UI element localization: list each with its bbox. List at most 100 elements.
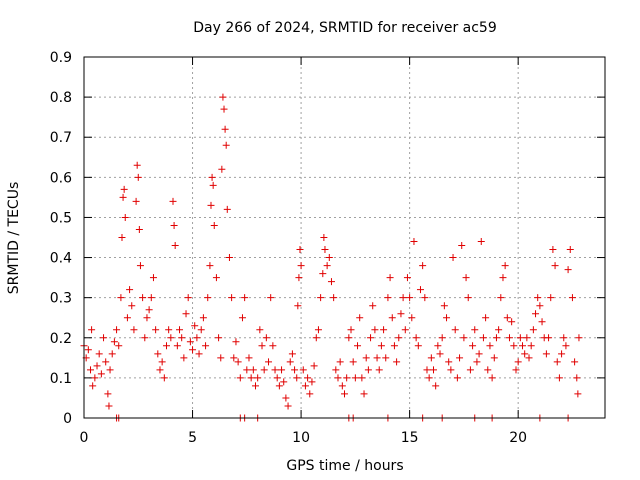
data-point xyxy=(479,334,487,342)
data-point xyxy=(312,334,320,342)
data-point xyxy=(243,366,251,374)
data-point xyxy=(228,294,236,302)
data-point xyxy=(234,358,242,366)
data-point xyxy=(296,246,304,254)
data-point xyxy=(219,93,227,101)
data-point xyxy=(208,173,216,181)
data-point xyxy=(206,262,214,270)
data-point xyxy=(482,314,490,322)
data-point xyxy=(529,326,537,334)
x-tick-label: 5 xyxy=(188,430,197,446)
data-point xyxy=(191,322,199,330)
data-point xyxy=(288,350,296,358)
data-point xyxy=(456,354,464,362)
data-point xyxy=(319,270,327,278)
data-point xyxy=(254,374,262,382)
data-point xyxy=(332,366,340,374)
data-point xyxy=(162,342,170,350)
data-point xyxy=(336,358,344,366)
data-point xyxy=(401,326,409,334)
data-point xyxy=(284,402,292,410)
data-point xyxy=(295,274,303,282)
data-point xyxy=(204,294,212,302)
data-point xyxy=(492,334,500,342)
data-point xyxy=(251,382,259,390)
data-point xyxy=(375,366,383,374)
data-point xyxy=(110,338,118,346)
data-point xyxy=(458,242,466,250)
data-point xyxy=(299,366,307,374)
data-point xyxy=(221,125,229,133)
data-point xyxy=(538,318,546,326)
data-point xyxy=(136,262,144,270)
data-point xyxy=(282,394,290,402)
data-point xyxy=(293,374,301,382)
data-point xyxy=(225,254,233,262)
data-point xyxy=(186,338,194,346)
data-point xyxy=(373,354,381,362)
data-point xyxy=(88,326,96,334)
data-point xyxy=(223,205,231,213)
data-point xyxy=(397,310,405,318)
data-point xyxy=(382,354,390,362)
y-tick-label: 0.5 xyxy=(50,210,72,226)
data-point xyxy=(267,294,275,302)
data-point xyxy=(475,350,483,358)
data-point xyxy=(447,366,455,374)
data-point xyxy=(575,334,583,342)
data-point xyxy=(436,350,444,358)
data-point xyxy=(564,266,572,274)
y-tick-labels: 0 0.1 0.2 0.3 0.4 0.5 0.6 0.7 0.8 0.9 xyxy=(50,50,72,427)
data-point xyxy=(230,354,238,362)
y-tick-label: 0.4 xyxy=(50,251,72,267)
plot-frame xyxy=(83,56,606,419)
data-point xyxy=(519,342,527,350)
data-point xyxy=(165,326,173,334)
data-point xyxy=(176,326,184,334)
data-point xyxy=(523,334,531,342)
data-point xyxy=(135,225,143,233)
data-point xyxy=(377,342,385,350)
y-tick-label: 0.3 xyxy=(50,291,72,307)
data-point xyxy=(497,294,505,302)
data-point xyxy=(308,378,316,386)
data-point xyxy=(362,354,370,362)
data-point xyxy=(545,334,553,342)
data-point xyxy=(317,294,325,302)
data-point xyxy=(521,350,529,358)
data-point xyxy=(121,213,129,221)
data-point xyxy=(280,378,288,386)
data-point xyxy=(443,314,451,322)
data-point xyxy=(484,366,492,374)
data-point xyxy=(152,326,160,334)
data-point xyxy=(130,326,138,334)
data-point xyxy=(527,342,535,350)
data-point xyxy=(215,334,223,342)
data-point xyxy=(141,334,149,342)
data-point xyxy=(93,362,101,370)
data-point xyxy=(445,358,453,366)
data-point xyxy=(256,326,264,334)
data-point xyxy=(384,294,392,302)
data-point xyxy=(360,390,368,398)
data-point xyxy=(416,286,424,294)
data-point xyxy=(547,294,555,302)
y-tick-label: 0.8 xyxy=(50,90,72,106)
data-point xyxy=(269,342,277,350)
data-point xyxy=(105,402,113,410)
data-point xyxy=(193,334,201,342)
data-point xyxy=(113,326,121,334)
data-point xyxy=(325,254,333,262)
data-point xyxy=(115,342,123,350)
data-point xyxy=(354,342,362,350)
data-point xyxy=(87,366,95,374)
data-point xyxy=(301,382,309,390)
data-point xyxy=(549,246,557,254)
data-point xyxy=(367,334,375,342)
data-point xyxy=(514,358,522,366)
data-point xyxy=(356,314,364,322)
data-point xyxy=(414,342,422,350)
data-point xyxy=(403,274,411,282)
data-point xyxy=(134,173,142,181)
